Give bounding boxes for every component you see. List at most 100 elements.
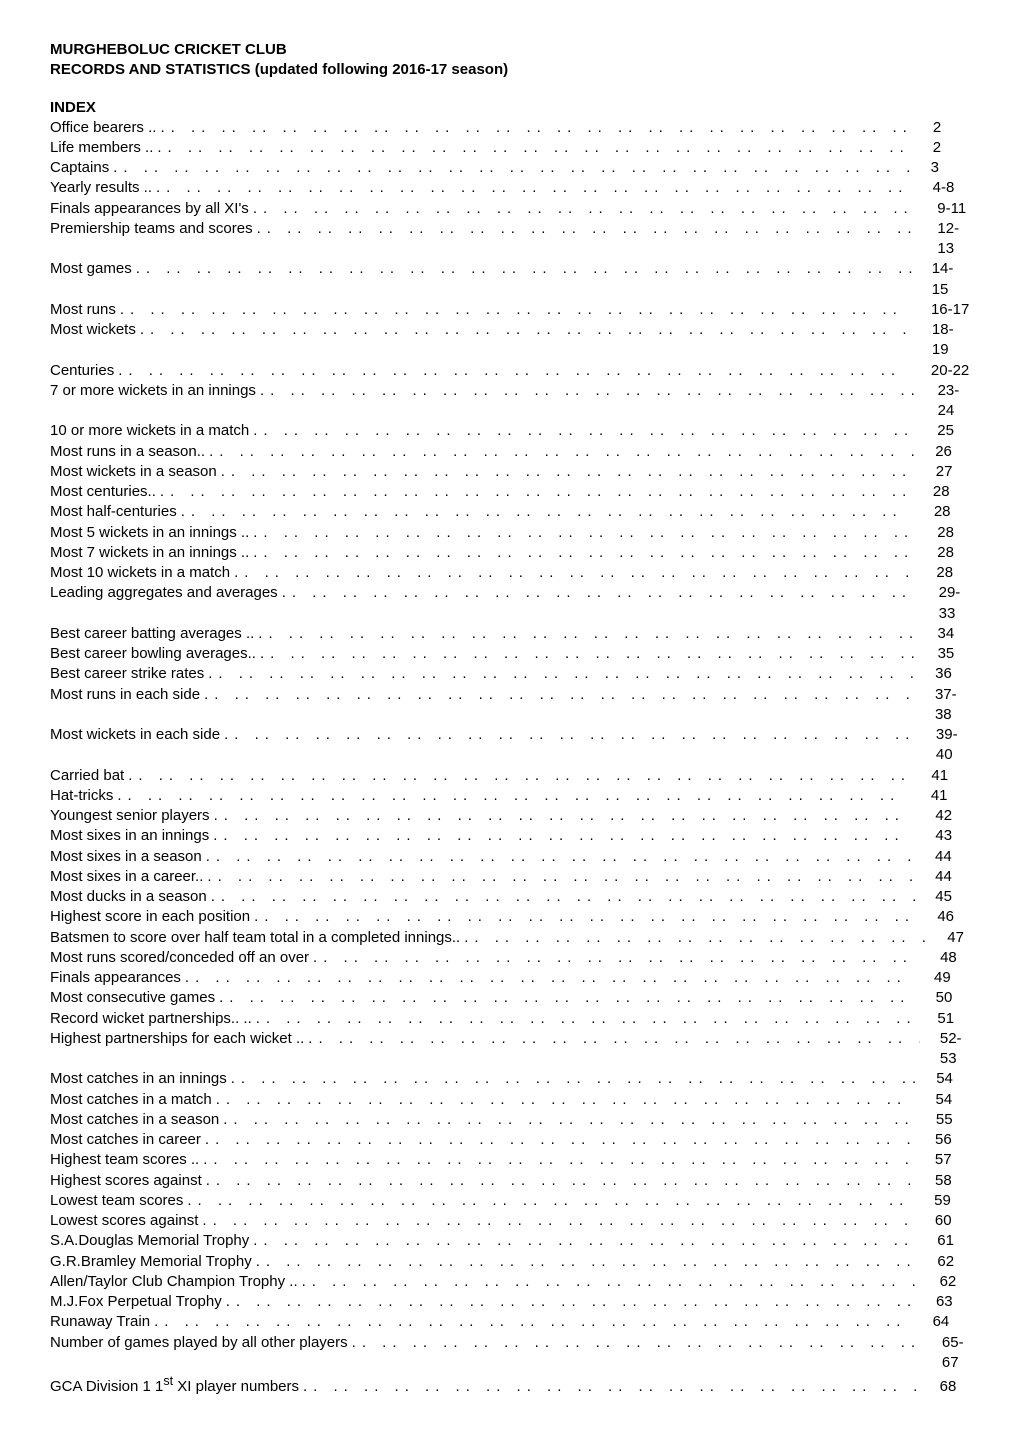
index-label: Most catches in a season — [50, 1110, 219, 1130]
dot-leader — [198, 1211, 914, 1231]
index-page-number: 27 — [916, 462, 970, 482]
index-label: Allen/Taylor Club Champion Trophy .. — [50, 1272, 298, 1292]
index-label: Most wickets in each side — [50, 725, 220, 745]
index-label: G.R.Bramley Memorial Trophy — [50, 1252, 252, 1272]
dot-leader — [249, 421, 917, 441]
dot-leader — [252, 1009, 918, 1029]
index-label: Youngest senior players — [50, 806, 210, 826]
dot-leader — [253, 219, 918, 239]
index-label: Office bearers .. — [50, 118, 156, 138]
index-label: Captains — [50, 158, 109, 178]
index-row: Highest team scores .. 57 — [50, 1150, 970, 1170]
index-row: Office bearers ..2 — [50, 118, 970, 138]
title-line-2: RECORDS AND STATISTICS (updated followin… — [50, 60, 970, 80]
index-label: Most catches in career — [50, 1130, 201, 1150]
dot-leader — [256, 644, 918, 664]
index-row: Highest scores against58 — [50, 1171, 970, 1191]
index-page-number: 65-67 — [922, 1333, 970, 1374]
index-row: Most consecutive games50 — [50, 988, 970, 1008]
index-row: Most wickets in a season 27 — [50, 462, 970, 482]
dot-leader — [220, 725, 916, 745]
index-row: Most sixes in a season44 — [50, 847, 970, 867]
index-label: Record wicket partnerships.. .. — [50, 1009, 252, 1029]
index-page-number: 29-33 — [919, 583, 970, 624]
dot-leader — [114, 361, 911, 381]
index-label: Best career batting averages .. — [50, 624, 254, 644]
dot-leader — [254, 624, 917, 644]
index-label: Most centuries.. — [50, 482, 156, 502]
dot-leader — [199, 1150, 915, 1170]
dot-leader — [249, 543, 917, 563]
dot-leader — [348, 1333, 922, 1353]
dot-leader — [256, 381, 918, 401]
index-page-number: 51 — [917, 1009, 970, 1029]
dot-leader — [181, 968, 914, 988]
index-row: Most 7 wickets in an innings ..28 — [50, 543, 970, 563]
dot-leader — [156, 482, 913, 502]
dot-leader — [109, 158, 910, 178]
index-page-number: 42 — [915, 806, 970, 826]
index-row: Centuries20-22 — [50, 361, 970, 381]
index-label: Most catches in an innings — [50, 1069, 227, 1089]
index-label: Carried bat — [50, 766, 124, 786]
index-page-number: 46 — [917, 907, 970, 927]
index-list: Office bearers ..2Life members ..2Captai… — [50, 118, 970, 1398]
index-label: Most consecutive games — [50, 988, 215, 1008]
dot-leader — [156, 118, 912, 138]
dot-leader — [210, 806, 916, 826]
index-label: Number of games played by all other play… — [50, 1333, 348, 1353]
dot-leader — [460, 928, 927, 948]
dot-leader — [250, 907, 917, 927]
index-row: Captains3 — [50, 158, 970, 178]
dot-leader — [153, 138, 912, 158]
index-page-number: 59 — [914, 1191, 970, 1211]
dot-leader — [219, 1110, 916, 1130]
dot-leader — [113, 786, 911, 806]
index-label: Batsmen to score over half team total in… — [50, 928, 460, 948]
dot-leader — [278, 583, 919, 603]
index-page-number: 56 — [915, 1130, 970, 1150]
index-page-number: 52-53 — [920, 1029, 970, 1070]
index-page-number: 25 — [917, 421, 970, 441]
index-row: Carried bat41 — [50, 766, 970, 786]
index-row: Most runs in a season..26 — [50, 442, 970, 462]
dot-leader — [222, 1292, 916, 1312]
index-row: Hat-tricks41 — [50, 786, 970, 806]
index-label: Best career strike rates — [50, 664, 204, 684]
index-label: Most 7 wickets in an innings .. — [50, 543, 249, 563]
index-page-number: 63 — [916, 1292, 970, 1312]
dot-leader — [304, 1029, 920, 1049]
index-row: Most catches in a match54 — [50, 1090, 970, 1110]
index-label: Yearly results .. — [50, 178, 152, 198]
index-label: Premiership teams and scores — [50, 219, 253, 239]
index-row: 7 or more wickets in an innings23-24 — [50, 381, 970, 422]
index-label: 7 or more wickets in an innings — [50, 381, 256, 401]
index-page-number: 48 — [920, 948, 970, 968]
dot-leader — [252, 1252, 918, 1272]
index-label: Most sixes in a career.. — [50, 867, 203, 887]
index-row: Best career batting averages ..34 — [50, 624, 970, 644]
index-label: Hat-tricks — [50, 786, 113, 806]
index-page-number: 62 — [917, 1252, 970, 1272]
index-row: S.A.Douglas Memorial Trophy61 — [50, 1231, 970, 1251]
index-label: Highest team scores .. — [50, 1150, 199, 1170]
dot-leader — [217, 462, 916, 482]
dot-leader — [201, 1130, 915, 1150]
index-label: Most ducks in a season — [50, 887, 207, 907]
index-row: Highest score in each position46 — [50, 907, 970, 927]
index-label: 10 or more wickets in a match — [50, 421, 249, 441]
index-page-number: 14-15 — [912, 259, 970, 300]
index-page-number: 39-40 — [916, 725, 970, 766]
index-row: Most runs in each side37-38 — [50, 685, 970, 726]
index-row: Most 10 wickets in a match28 — [50, 563, 970, 583]
index-row: Most catches in career 56 — [50, 1130, 970, 1150]
index-row: Most 5 wickets in an innings ..28 — [50, 523, 970, 543]
dot-leader — [183, 1191, 914, 1211]
index-label: Most wickets in a season — [50, 462, 217, 482]
index-label: Most runs in each side — [50, 685, 200, 705]
index-page-number: 16-17 — [911, 300, 970, 320]
index-row: Most runs16-17 — [50, 300, 970, 320]
dot-leader — [207, 887, 916, 907]
index-page-number: 57 — [915, 1150, 970, 1170]
index-page-number: 55 — [916, 1110, 970, 1130]
